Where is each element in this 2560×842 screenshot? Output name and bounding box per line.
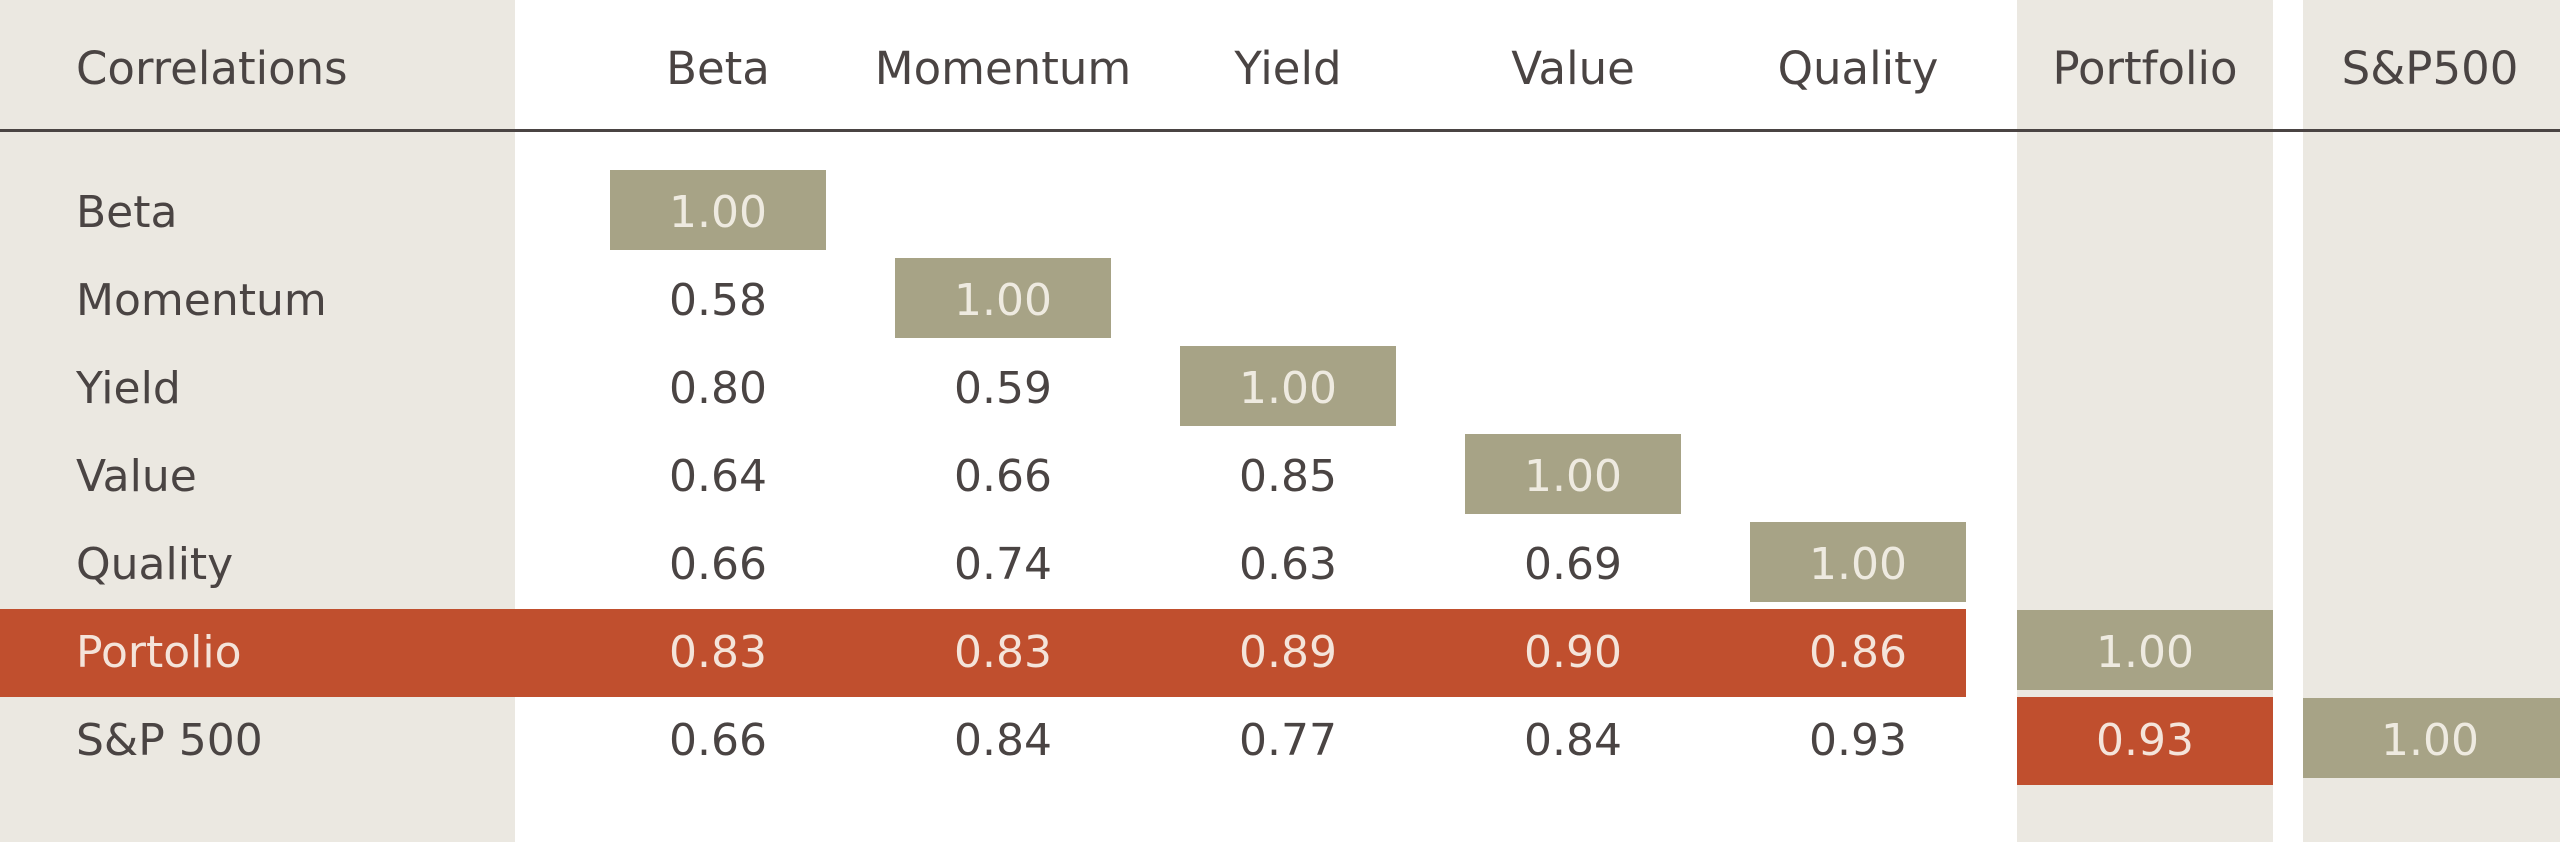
row-label: Beta <box>76 187 178 238</box>
correlation-value: 0.64 <box>669 451 767 502</box>
diagonal-value: 1.00 <box>1809 539 1907 590</box>
column-header: Beta <box>666 42 770 95</box>
diagonal-box <box>1180 346 1396 426</box>
row-label: Value <box>76 451 197 502</box>
diagonal-box <box>1750 522 1966 602</box>
correlation-value: 0.58 <box>669 275 767 326</box>
diagonal-value: 1.00 <box>1239 363 1337 414</box>
correlation-value: 0.83 <box>669 627 767 678</box>
row-label: S&P 500 <box>76 715 263 766</box>
row-label: Momentum <box>76 275 327 326</box>
correlation-value: 0.86 <box>1809 627 1907 678</box>
correlation-value: 0.66 <box>669 539 767 590</box>
row-label: Quality <box>76 539 234 590</box>
correlation-value: 0.93 <box>2096 715 2194 766</box>
correlation-value: 0.63 <box>1239 539 1337 590</box>
diagonal-value: 1.00 <box>954 275 1052 326</box>
column-header: Yield <box>1234 42 1342 95</box>
diagonal-box <box>895 258 1111 338</box>
diagonal-box <box>2017 610 2273 690</box>
column-header: S&P500 <box>2341 42 2519 95</box>
row-label: Yield <box>76 363 181 414</box>
highlighted-row-bar <box>0 609 1966 697</box>
correlation-value: 0.83 <box>954 627 1052 678</box>
correlation-value: 0.90 <box>1524 627 1622 678</box>
diagonal-box <box>2303 698 2560 778</box>
correlation-value: 0.93 <box>1809 715 1907 766</box>
diagonal-value: 1.00 <box>2381 715 2479 766</box>
correlation-value: 0.80 <box>669 363 767 414</box>
diagonal-value: 1.00 <box>1524 451 1622 502</box>
column-header: Momentum <box>874 42 1132 95</box>
header-rule <box>0 129 2560 132</box>
column-header: Quality <box>1777 42 1939 95</box>
correlation-value: 0.66 <box>954 451 1052 502</box>
correlation-value: 0.77 <box>1239 715 1337 766</box>
label-column-band <box>0 0 515 842</box>
correlation-value: 0.59 <box>954 363 1052 414</box>
diagonal-value: 1.00 <box>669 187 767 238</box>
correlation-value: 0.69 <box>1524 539 1622 590</box>
diagonal-box <box>610 170 826 250</box>
correlation-value: 0.84 <box>954 715 1052 766</box>
column-header: Value <box>1511 42 1635 95</box>
corner-label: Correlations <box>76 42 348 95</box>
diagonal-box <box>1465 434 1681 514</box>
correlation-value: 0.66 <box>669 715 767 766</box>
diagonal-value: 1.00 <box>2096 627 2194 678</box>
column-header: Portfolio <box>2052 42 2238 95</box>
correlation-value: 0.84 <box>1524 715 1622 766</box>
row-label: Portolio <box>76 627 242 678</box>
correlation-value: 0.85 <box>1239 451 1337 502</box>
highlighted-cell-box <box>2017 697 2273 785</box>
correlation-value: 0.89 <box>1239 627 1337 678</box>
correlation-value: 0.74 <box>954 539 1052 590</box>
